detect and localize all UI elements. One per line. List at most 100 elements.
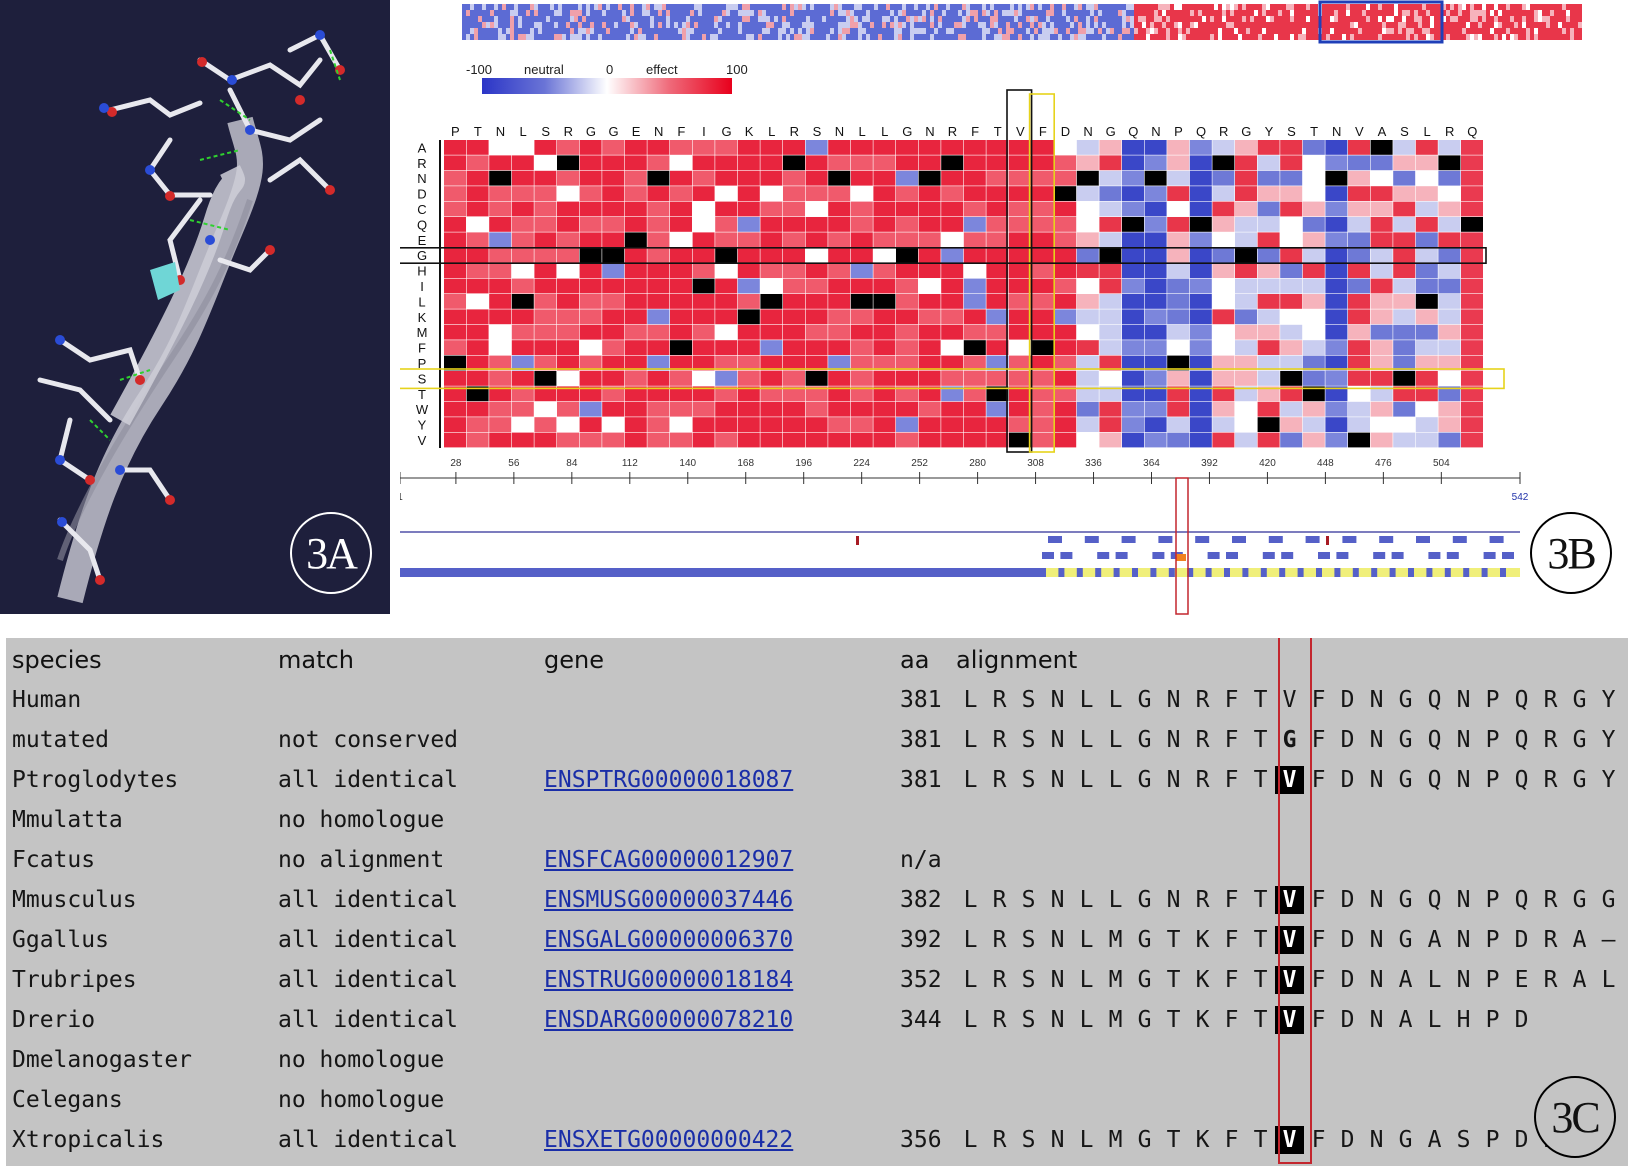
species-cell: Mmulatta (12, 807, 123, 833)
heatmap-cell (737, 201, 760, 217)
heatmap-cell (1302, 417, 1325, 432)
heatmap-cell (511, 371, 534, 386)
heatmap-cell (534, 201, 557, 217)
overview-cell (470, 28, 474, 34)
heatmap-cell (489, 294, 512, 309)
heatmap-cell (1054, 232, 1077, 248)
gene-link[interactable]: ENSDARG00000078210 (544, 1007, 794, 1033)
alignment-residue: A (1398, 967, 1413, 993)
overview-cell (1390, 28, 1394, 34)
overview-cell (1170, 28, 1174, 34)
overview-cell (586, 22, 590, 28)
heatmap-cell (1461, 170, 1483, 186)
heatmap-cell (737, 263, 760, 278)
overview-cell (1114, 22, 1118, 28)
overview-cell (862, 28, 866, 34)
gene-link[interactable]: ENSGALG00000006370 (544, 927, 794, 953)
species-cell: Xtropicalis (12, 1127, 165, 1153)
overview-cell (1054, 4, 1058, 10)
heatmap-cell (624, 386, 647, 402)
overview-cell (1434, 4, 1438, 10)
overview-cell (1162, 34, 1166, 40)
overview-cell (1142, 10, 1146, 16)
overview-cell (706, 22, 710, 28)
alignment-residue: R (1543, 967, 1558, 993)
overview-cell (1226, 22, 1230, 28)
overview-cell (1058, 22, 1062, 28)
gene-link[interactable]: ENSTRUG00000018184 (544, 967, 794, 993)
overview-cell (1358, 16, 1362, 22)
overview-cell (1050, 4, 1054, 10)
overview-cell (966, 10, 970, 16)
gene-link[interactable]: ENSXETG00000000422 (544, 1127, 794, 1153)
overview-cell (642, 16, 646, 22)
overview-cell (486, 4, 490, 10)
overview-cell (938, 22, 942, 28)
overview-cell (1538, 16, 1542, 22)
overview-cell (1374, 34, 1378, 40)
alignment-residue: V (1282, 687, 1297, 713)
overview-cell (1022, 22, 1026, 28)
heatmap-cell (1167, 278, 1190, 294)
heatmap-cell (1122, 417, 1144, 432)
match-cell: no homologue (278, 1047, 445, 1073)
heatmap-cell (783, 140, 805, 155)
overview-cell (490, 10, 494, 16)
gene-link[interactable]: ENSMUSG00000037446 (544, 887, 794, 913)
heatmap-cell (873, 263, 896, 278)
overview-cell (978, 22, 982, 28)
overview-cell (1126, 16, 1130, 22)
overview-cell (810, 10, 814, 16)
overview-cell (714, 34, 718, 40)
heatmap-cell (805, 401, 828, 417)
heatmap-cell (602, 324, 625, 340)
overview-cell (1022, 4, 1026, 10)
overview-cell (818, 28, 822, 34)
heatmap-cell (1031, 324, 1054, 340)
overview-cell (1330, 16, 1334, 22)
overview-cell (730, 4, 734, 10)
overview-cell (1198, 28, 1202, 34)
heatmap-cell (805, 355, 828, 371)
overview-cell (1186, 10, 1190, 16)
heatmap-cell (511, 355, 534, 371)
heatmap-cell (1393, 432, 1416, 448)
aa-position-cell: 352 (900, 967, 942, 993)
heatmap-cell (1167, 170, 1190, 186)
heatmap-cell (828, 170, 851, 186)
overview-cell (554, 22, 558, 28)
heatmap-cell (760, 309, 783, 325)
overview-cell (666, 16, 670, 22)
overview-cell (966, 34, 970, 40)
alignment-residue: D (1340, 767, 1355, 793)
alignment-residue: V (1275, 966, 1304, 994)
overview-cell (778, 10, 782, 16)
position-axis-label: 448 (1317, 458, 1334, 469)
heatmap-cell (1370, 309, 1393, 325)
gene-link[interactable]: ENSFCAG00000012907 (544, 847, 794, 873)
overview-cell (1198, 10, 1202, 16)
heatmap-cell (489, 355, 512, 371)
overview-cell (1306, 34, 1310, 40)
overview-cell (826, 4, 830, 10)
overview-cell (1222, 16, 1226, 22)
heatmap-cell (1235, 201, 1257, 217)
overview-cell (1366, 34, 1370, 40)
overview-cell (654, 34, 658, 40)
overview-cell (1026, 28, 1030, 34)
heatmap-cell (444, 201, 466, 217)
overview-cell (726, 4, 730, 10)
overview-cell (622, 22, 626, 28)
overview-cell (1202, 34, 1206, 40)
alignment-residue: T (1253, 967, 1268, 993)
alignment-residue: L (1079, 1007, 1094, 1033)
overview-cell (894, 22, 898, 28)
overview-cell (746, 22, 750, 28)
overview-cell (1478, 10, 1482, 16)
overview-cell (1554, 28, 1558, 34)
overview-cell (1574, 34, 1578, 40)
alignment-residue: M (1108, 1007, 1123, 1033)
overview-cell (766, 10, 770, 16)
heatmap-row-label: K (418, 310, 427, 325)
gene-link[interactable]: ENSPTRG00000018087 (544, 767, 794, 793)
